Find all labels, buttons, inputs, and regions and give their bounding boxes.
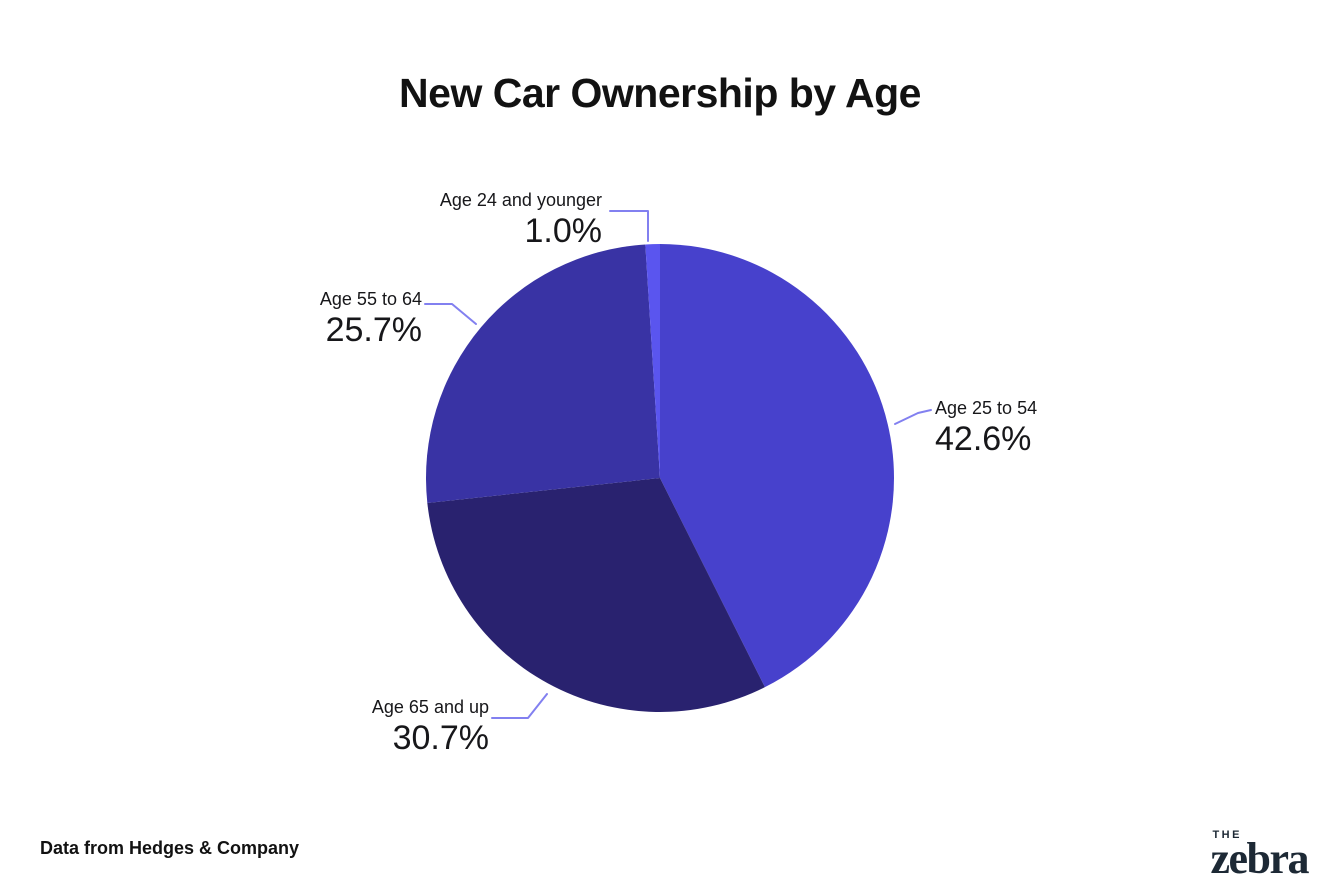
pie-slice-age-55-to-64 <box>425 244 660 503</box>
callout-connector-line <box>491 693 548 719</box>
slice-label: Age 24 and younger <box>439 190 602 210</box>
callout-connector-line <box>609 210 649 242</box>
slice-label: Age 55 to 64 <box>319 289 422 309</box>
callout-connector-line <box>424 303 477 325</box>
callout-connector-line <box>894 409 932 425</box>
zebra-logo: THE zebra <box>1210 829 1309 883</box>
slice-label: Age 25 to 54 <box>935 398 1038 418</box>
slice-value: 42.6% <box>935 419 1032 458</box>
slice-label: Age 65 and up <box>371 697 489 717</box>
pie-slices-group <box>425 244 895 713</box>
logo-the-text: THE <box>1212 829 1242 841</box>
slice-value: 30.7% <box>392 718 489 757</box>
source-note: Data from Hedges & Company <box>40 838 300 858</box>
callout-age-25-to-54: Age 25 to 54 42.6% <box>935 398 1037 458</box>
slice-value: 25.7% <box>325 310 422 349</box>
logo-zebra-text: zebra <box>1210 834 1309 883</box>
chart-title: New Car Ownership by Age <box>399 70 921 116</box>
pie-slice-age-24-and-younger <box>645 244 660 478</box>
callout-age-55-to-64: Age 55 to 64 25.7% <box>320 289 422 349</box>
pie-slice-age-25-to-54 <box>660 244 895 688</box>
callout-age-24-and-younger: Age 24 and younger 1.0% <box>440 190 602 250</box>
callout-age-65-and-up: Age 65 and up 30.7% <box>372 697 489 757</box>
pie-slice-age-65-and-up <box>427 478 765 713</box>
callout-lines-group <box>424 210 932 719</box>
slice-value: 1.0% <box>524 211 603 250</box>
